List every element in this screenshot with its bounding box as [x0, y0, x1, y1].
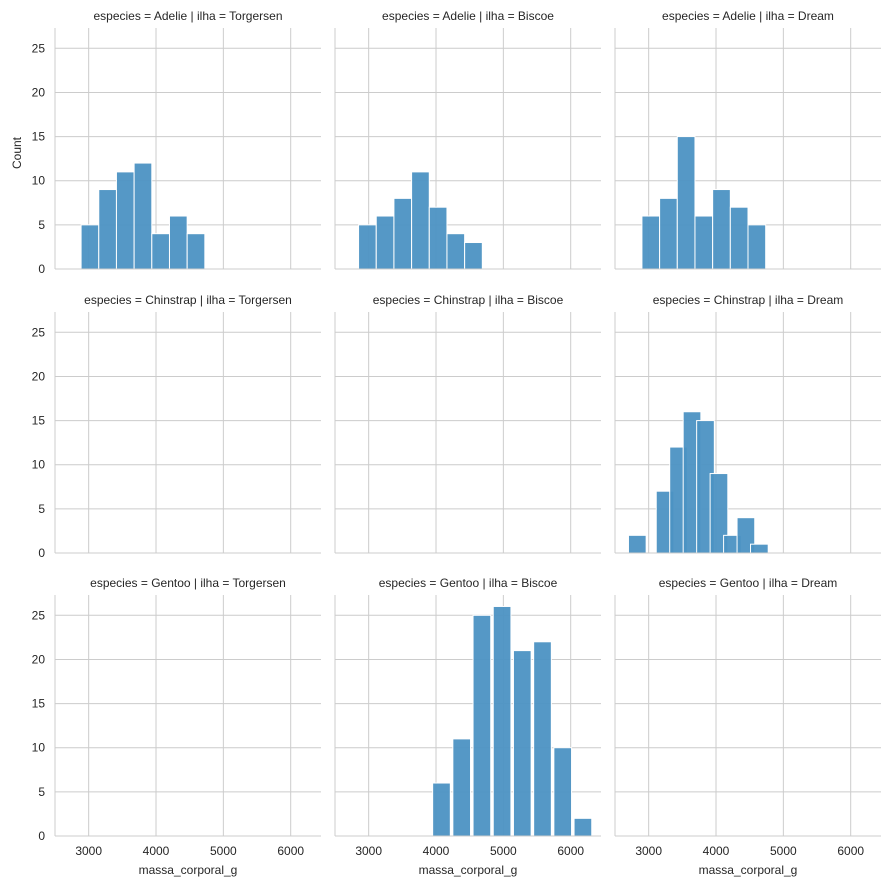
y-tick-label: 10: [32, 741, 46, 755]
histogram-bar: [712, 189, 731, 270]
y-tick-label: 5: [38, 502, 45, 516]
panel-title: especies = Adelie | ilha = Dream: [662, 9, 834, 23]
x-tick-label: 3000: [75, 844, 102, 858]
panel-title: especies = Chinstrap | ilha = Torgersen: [84, 293, 292, 307]
histogram-bar: [659, 197, 678, 270]
histogram-bar: [151, 233, 170, 270]
histogram-bar: [446, 233, 466, 270]
y-tick-label: 15: [32, 414, 46, 428]
x-tick-label: 3000: [355, 844, 382, 858]
x-tick-label: 6000: [557, 844, 584, 858]
panel-title: especies = Gentoo | ilha = Dream: [659, 576, 838, 590]
histogram-bar: [472, 614, 492, 837]
histogram-bar: [573, 817, 593, 837]
facet-panel: especies = Adelie | ilha = Biscoe: [334, 9, 601, 270]
x-tick-label: 4000: [423, 844, 450, 858]
histogram-bar: [411, 171, 430, 270]
x-tick-label: 3000: [635, 844, 662, 858]
histogram-bar: [747, 224, 767, 270]
panel-title: especies = Gentoo | ilha = Torgersen: [90, 576, 286, 590]
y-tick-label: 15: [32, 697, 46, 711]
histogram-bar: [358, 224, 377, 270]
histogram-bar: [512, 650, 532, 837]
y-tick-label: 20: [32, 652, 46, 666]
panel-title: especies = Adelie | ilha = Torgersen: [93, 9, 282, 23]
y-tick-label: 0: [38, 829, 45, 843]
facet-panels: especies = Adelie | ilha = Torgersen 0 5 10…: [32, 9, 881, 877]
histogram-bar: [492, 605, 512, 837]
facet-panel: especies = Chinstrap | ilha = Dream: [614, 293, 881, 554]
facet-panel: especies = Gentoo | ilha = Biscoe 3000 400…: [334, 576, 601, 877]
y-tick-label: 25: [32, 608, 46, 622]
y-tick-label: 20: [32, 85, 46, 99]
histogram-bar: [676, 136, 696, 270]
histogram-bar: [115, 171, 135, 270]
x-tick-label: 4000: [703, 844, 730, 858]
facet-panel: especies = Chinstrap | ilha = Biscoe: [334, 293, 601, 554]
histogram-bar: [186, 233, 206, 270]
y-tick-label: 20: [32, 369, 46, 383]
histogram-bar: [98, 189, 117, 270]
x-tick-label: 4000: [143, 844, 170, 858]
y-tick-label: 10: [32, 174, 46, 188]
histogram-bar: [452, 738, 472, 837]
y-axis-label: Count: [10, 136, 24, 169]
x-tick-label: 6000: [277, 844, 304, 858]
histogram-bar: [80, 224, 100, 270]
x-tick-label: 5000: [490, 844, 517, 858]
facet-panel: especies = Gentoo | ilha = Torgersen 0 5 10…: [32, 576, 321, 877]
panel-title: especies = Gentoo | ilha = Biscoe: [379, 576, 558, 590]
histogram-bar: [750, 543, 769, 554]
facet-panel: especies = Gentoo | ilha = Dream 3000 4000…: [614, 576, 881, 877]
histogram-bar: [533, 641, 552, 837]
x-tick-label: 5000: [210, 844, 237, 858]
histogram-bar: [464, 242, 483, 270]
facet-panel: especies = Adelie | ilha = Dream: [614, 9, 881, 270]
y-tick-label: 10: [32, 458, 46, 472]
facet-panel: especies = Adelie | ilha = Torgersen 0 5 10…: [32, 9, 321, 276]
y-tick-label: 15: [32, 130, 46, 144]
y-tick-label: 0: [38, 262, 45, 276]
y-tick-label: 5: [38, 785, 45, 799]
histogram-bar: [133, 162, 153, 270]
histogram-bar: [553, 747, 573, 837]
histogram-bar: [694, 215, 714, 270]
y-tick-label: 25: [32, 325, 46, 339]
histogram-bar: [432, 782, 451, 837]
panel-title: especies = Chinstrap | ilha = Biscoe: [373, 293, 564, 307]
panel-title: especies = Chinstrap | ilha = Dream: [653, 293, 844, 307]
panel-title: especies = Adelie | ilha = Biscoe: [382, 9, 554, 23]
y-tick-label: 0: [38, 546, 45, 560]
histogram-bar: [428, 206, 448, 270]
facet-panel: especies = Chinstrap | ilha = Torgersen 0…: [32, 293, 321, 560]
histogram-bar: [729, 206, 749, 270]
y-tick-label: 25: [32, 41, 46, 55]
histogram-bar: [168, 215, 188, 270]
x-axis-label: massa_corporal_g: [699, 863, 798, 877]
x-tick-label: 6000: [837, 844, 864, 858]
x-axis-label: massa_corporal_g: [419, 863, 518, 877]
x-tick-label: 5000: [770, 844, 797, 858]
histogram-bar: [375, 215, 395, 270]
histogram-bar: [393, 197, 413, 270]
histogram-bar: [641, 215, 661, 270]
histogram-bar: [627, 534, 647, 554]
x-axis-label: massa_corporal_g: [139, 863, 238, 877]
y-tick-label: 5: [38, 218, 45, 232]
